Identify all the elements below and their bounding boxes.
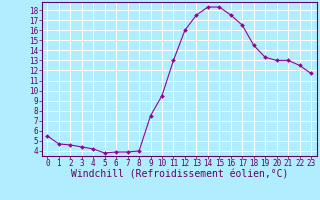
X-axis label: Windchill (Refroidissement éolien,°C): Windchill (Refroidissement éolien,°C)	[70, 170, 288, 180]
